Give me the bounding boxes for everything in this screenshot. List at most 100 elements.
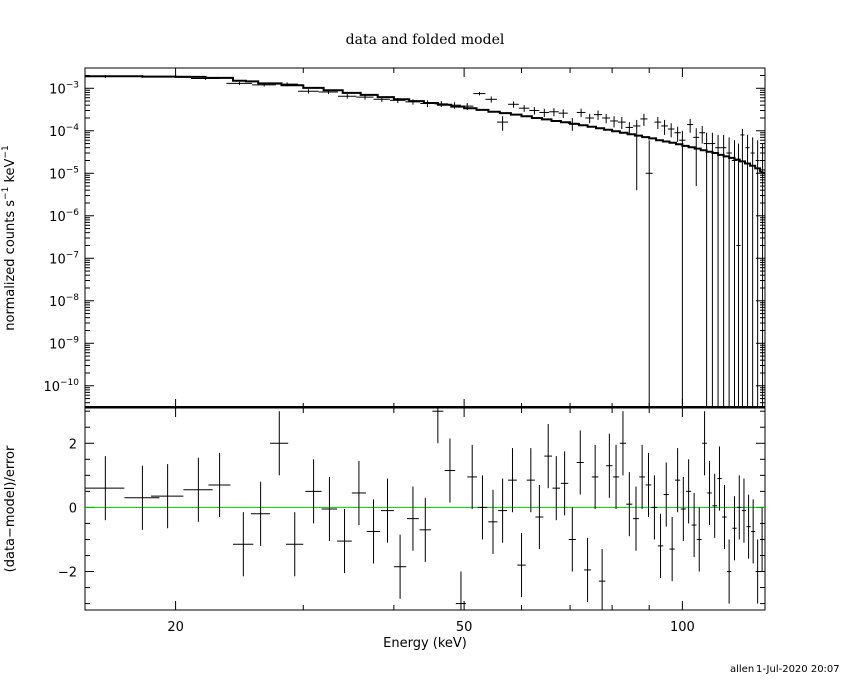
residual-point [455, 571, 467, 610]
residual-point [606, 433, 613, 498]
residual-point [576, 430, 584, 495]
tick-exponent: −6 [66, 208, 80, 218]
residual-point [702, 411, 707, 476]
footer-user: allen [730, 664, 754, 675]
residual-point [741, 478, 747, 543]
residual-point [366, 499, 381, 564]
residual-point [686, 459, 692, 524]
residual-point [488, 489, 498, 554]
data-point [703, 132, 710, 408]
data-point [518, 105, 530, 112]
chart-title: data and folded model [346, 32, 505, 48]
data-point [699, 125, 706, 144]
residual-point [321, 476, 338, 542]
top-y-tick-label: 10−3 [49, 80, 79, 97]
residual-point [675, 448, 681, 513]
tick-exponent: −10 [60, 378, 79, 388]
x-tick-label: 50 [456, 620, 473, 635]
data-point [750, 137, 755, 408]
data-point [460, 103, 474, 110]
data-point [731, 140, 738, 408]
ylabel-part-kev: keV [3, 158, 18, 186]
residual-point [751, 499, 756, 564]
data-point [610, 116, 618, 128]
residual-point [270, 411, 289, 476]
tick-exponent: −5 [66, 165, 79, 175]
tick-base: 10 [49, 295, 66, 310]
data-point [420, 100, 435, 108]
top-panel: 10−310−410−510−610−710−810−910−10 [43, 67, 766, 409]
data-point [654, 117, 662, 130]
data-point [447, 102, 461, 109]
residual-point [591, 444, 599, 509]
tick-base: 10 [49, 252, 66, 267]
footer-timestamp: 1-Jul-2020 20:07 [756, 664, 840, 675]
residual-point [732, 496, 737, 561]
tick-exponent: −7 [66, 250, 79, 260]
data-point [667, 123, 675, 138]
residual-point [351, 460, 366, 526]
residual-point [535, 484, 544, 550]
bottom-x-ticks: 20 50 100 [167, 408, 695, 635]
data-point [602, 113, 611, 124]
ylabel-exp-kev: −1 [1, 145, 11, 158]
data-point [159, 75, 191, 78]
residual-point [498, 478, 508, 543]
data-point [709, 132, 716, 408]
residual-point [626, 472, 633, 537]
data-point [275, 82, 298, 87]
residual-point [183, 457, 213, 522]
residual-point [552, 456, 561, 521]
residual-point [568, 507, 576, 572]
residual-point [286, 512, 304, 577]
top-y-ticks: 10−310−410−510−610−710−810−910−10 [43, 67, 765, 409]
data-point [226, 82, 253, 85]
residual-point [760, 507, 765, 572]
residual-point [712, 473, 717, 538]
data-point [434, 101, 448, 108]
data-point [679, 130, 686, 408]
x-tick-label: 100 [670, 620, 695, 635]
data-point [297, 89, 319, 94]
top-y-axis-label: normalized counts s−1 keV−1 [1, 145, 18, 330]
tick-base: 10 [43, 380, 60, 395]
bottom-panel-frame [84, 407, 766, 611]
residual-point [722, 484, 727, 550]
x-axis-label: Energy (keV) [383, 636, 467, 651]
residual-point [406, 486, 419, 551]
tick-base: 10 [49, 125, 66, 140]
data-point [539, 108, 550, 118]
top-y-tick-label: 10−4 [49, 123, 79, 140]
data-point [617, 117, 626, 130]
bottom-y-tick-label: 2 [69, 437, 77, 452]
residual-point [639, 444, 645, 509]
residual-point [737, 475, 742, 540]
residual-point [432, 408, 444, 444]
data-point [549, 108, 559, 117]
residual-point [657, 513, 664, 578]
top-y-tick-label: 10−6 [49, 208, 79, 225]
data-points [85, 75, 765, 408]
data-point [496, 116, 509, 131]
residual-point [124, 465, 160, 530]
residual-point [584, 537, 591, 602]
tick-exponent: −9 [66, 335, 80, 345]
residual-point [232, 512, 254, 577]
residual-point [696, 507, 702, 572]
data-point [585, 113, 594, 124]
residual-point [663, 462, 669, 527]
residual-points [85, 408, 765, 610]
data-point [576, 108, 586, 118]
top-y-tick-label: 10−8 [49, 293, 79, 310]
bottom-y-axis-label: (data−model)/error [3, 445, 18, 572]
tick-base: 10 [49, 337, 66, 352]
residual-point [419, 497, 431, 562]
data-point [726, 137, 732, 408]
data-point [640, 113, 648, 126]
data-point [558, 109, 568, 118]
residual-point [508, 448, 517, 513]
bottom-y-tick-label: −2 [58, 566, 77, 581]
data-point [674, 126, 681, 142]
residual-point [726, 539, 732, 604]
top-y-tick-label: 10−7 [49, 250, 79, 267]
